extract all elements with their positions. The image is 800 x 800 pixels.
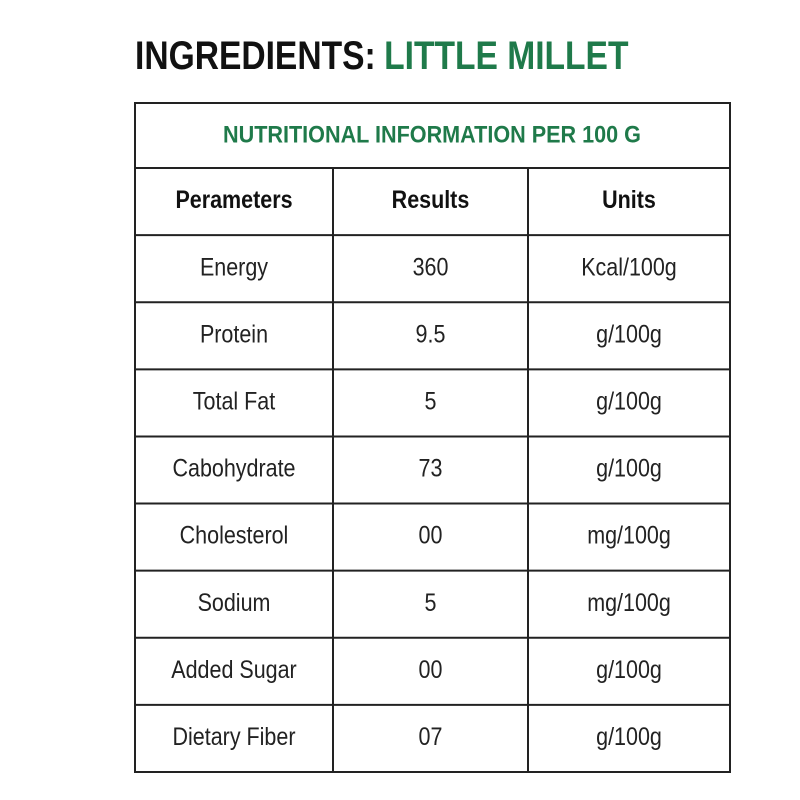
table-cell: 9.5 (416, 320, 446, 348)
table-cell: Sodium (198, 588, 271, 616)
table-cell: Protein (200, 320, 268, 348)
table-cell: g/100g (596, 387, 662, 415)
table-cell: Cabohydrate (172, 454, 295, 482)
table-cell: 360 (413, 253, 449, 281)
table-cell: g/100g (596, 320, 662, 348)
column-header: Results (392, 186, 470, 214)
title: INGREDIENTS: LITTLE MILLET (135, 33, 629, 77)
table-cell: mg/100g (587, 588, 671, 616)
table-cell: g/100g (596, 723, 662, 751)
table-cell: 00 (419, 655, 443, 683)
table-cell: Added Sugar (171, 655, 297, 683)
table-cell: g/100g (596, 454, 662, 482)
table-cell: Cholesterol (180, 521, 289, 549)
title-product: LITTLE MILLET (384, 33, 629, 77)
table-cell: 73 (419, 454, 443, 482)
table-cell: Kcal/100g (581, 253, 677, 281)
table-border (134, 102, 731, 773)
table-caption: NUTRITIONAL INFORMATION PER 100 G (223, 120, 641, 147)
table-cell: 5 (425, 387, 437, 415)
column-header: Units (602, 186, 656, 214)
table-cell: Total Fat (193, 387, 276, 415)
table-cell: 5 (425, 588, 437, 616)
table-cell: mg/100g (587, 521, 671, 549)
table-cell: Energy (200, 253, 268, 281)
table-cell: 00 (419, 521, 443, 549)
column-header: Perameters (175, 186, 292, 214)
title-prefix: INGREDIENTS: (135, 33, 376, 77)
table-cell: g/100g (596, 655, 662, 683)
table-cell: 07 (419, 723, 443, 751)
table-cell: Dietary Fiber (173, 723, 296, 751)
